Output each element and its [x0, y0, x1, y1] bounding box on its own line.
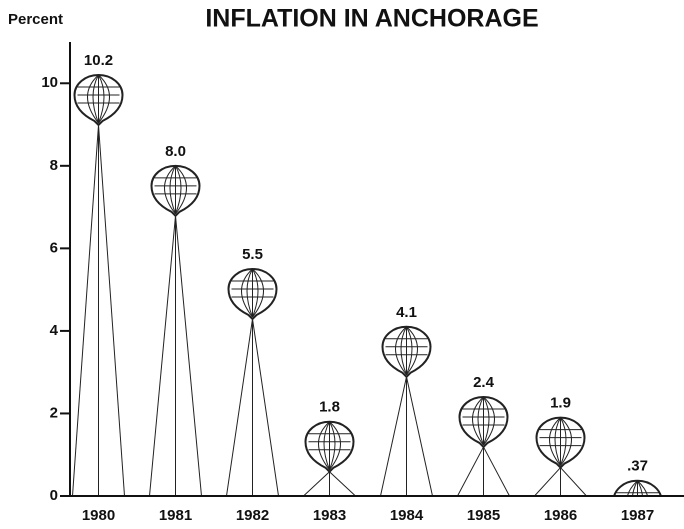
- balloon-string: [149, 215, 176, 496]
- balloon-pattern: [400, 326, 407, 375]
- balloon-pattern: [318, 421, 330, 471]
- balloon-string: [560, 467, 587, 496]
- balloon-pattern: [554, 417, 561, 466]
- x-tick-label: 1981: [159, 507, 192, 524]
- balloon-string: [226, 318, 253, 496]
- x-tick-label: 1987: [621, 507, 654, 524]
- balloon-pattern: [406, 326, 413, 375]
- balloon-pattern: [329, 421, 336, 470]
- balloon-pattern: [252, 268, 259, 318]
- balloon-pattern: [631, 480, 638, 496]
- balloon-string: [534, 467, 561, 496]
- y-tick-label: 4: [50, 322, 59, 339]
- balloon-pattern: [164, 165, 176, 215]
- balloon-string: [72, 124, 99, 496]
- value-label: 4.1: [396, 304, 417, 321]
- balloon-pattern: [323, 421, 330, 470]
- x-tick-label: 1982: [236, 507, 269, 524]
- balloon-pattern: [98, 74, 105, 124]
- value-label: 8.0: [165, 143, 186, 160]
- y-tick-label: 8: [50, 157, 58, 174]
- balloon-string: [406, 376, 433, 496]
- balloon-string: [303, 471, 330, 496]
- balloon-pattern: [477, 396, 484, 446]
- x-tick-label: 1985: [467, 507, 500, 524]
- balloon-pattern: [246, 268, 253, 318]
- balloon-pattern: [560, 417, 567, 466]
- balloon-pattern: [241, 268, 253, 318]
- balloon-pattern: [92, 74, 99, 124]
- balloon-string: [380, 376, 407, 496]
- balloon-pattern: [98, 74, 110, 124]
- balloon-string: [252, 318, 279, 496]
- balloon-string: [483, 446, 510, 496]
- x-tick-label: 1980: [82, 507, 115, 524]
- balloon-string: [175, 215, 202, 496]
- y-tick-label: 10: [41, 74, 58, 91]
- value-label: 5.5: [242, 246, 263, 263]
- balloon-pattern: [87, 74, 99, 124]
- balloon-pattern: [175, 165, 187, 215]
- balloon-pattern: [472, 396, 484, 446]
- balloon-pattern: [637, 480, 649, 496]
- balloon-pattern: [252, 268, 264, 318]
- balloon-pattern: [406, 326, 418, 376]
- balloon-pattern: [483, 396, 490, 446]
- y-tick-label: 6: [50, 239, 58, 256]
- x-tick-label: 1983: [313, 507, 346, 524]
- y-tick-label: 0: [50, 487, 58, 504]
- y-axis-label: Percent: [8, 11, 63, 28]
- chart-title: INFLATION IN ANCHORAGE: [205, 5, 538, 33]
- balloon-pattern: [483, 396, 495, 446]
- value-label: 10.2: [84, 52, 113, 69]
- y-tick-label: 2: [50, 404, 58, 421]
- balloon-pattern: [169, 165, 176, 215]
- balloon-pattern: [549, 417, 561, 466]
- plot-area: [72, 74, 662, 496]
- balloon-pattern: [329, 421, 341, 471]
- balloon-pattern: [395, 326, 407, 376]
- balloon-pattern: [175, 165, 182, 215]
- balloon-pattern: [626, 480, 638, 496]
- balloon-string: [98, 124, 125, 496]
- value-label: 1.9: [550, 395, 571, 412]
- balloon-string: [329, 471, 356, 496]
- value-label: 1.8: [319, 399, 340, 416]
- x-tick-label: 1984: [390, 507, 424, 524]
- balloon-pattern: [560, 417, 572, 466]
- balloon-pattern: [637, 480, 644, 496]
- x-tick-label: 1986: [544, 507, 577, 524]
- value-label: 2.4: [473, 374, 495, 391]
- value-label: .37: [627, 458, 648, 475]
- balloon-string: [457, 446, 484, 496]
